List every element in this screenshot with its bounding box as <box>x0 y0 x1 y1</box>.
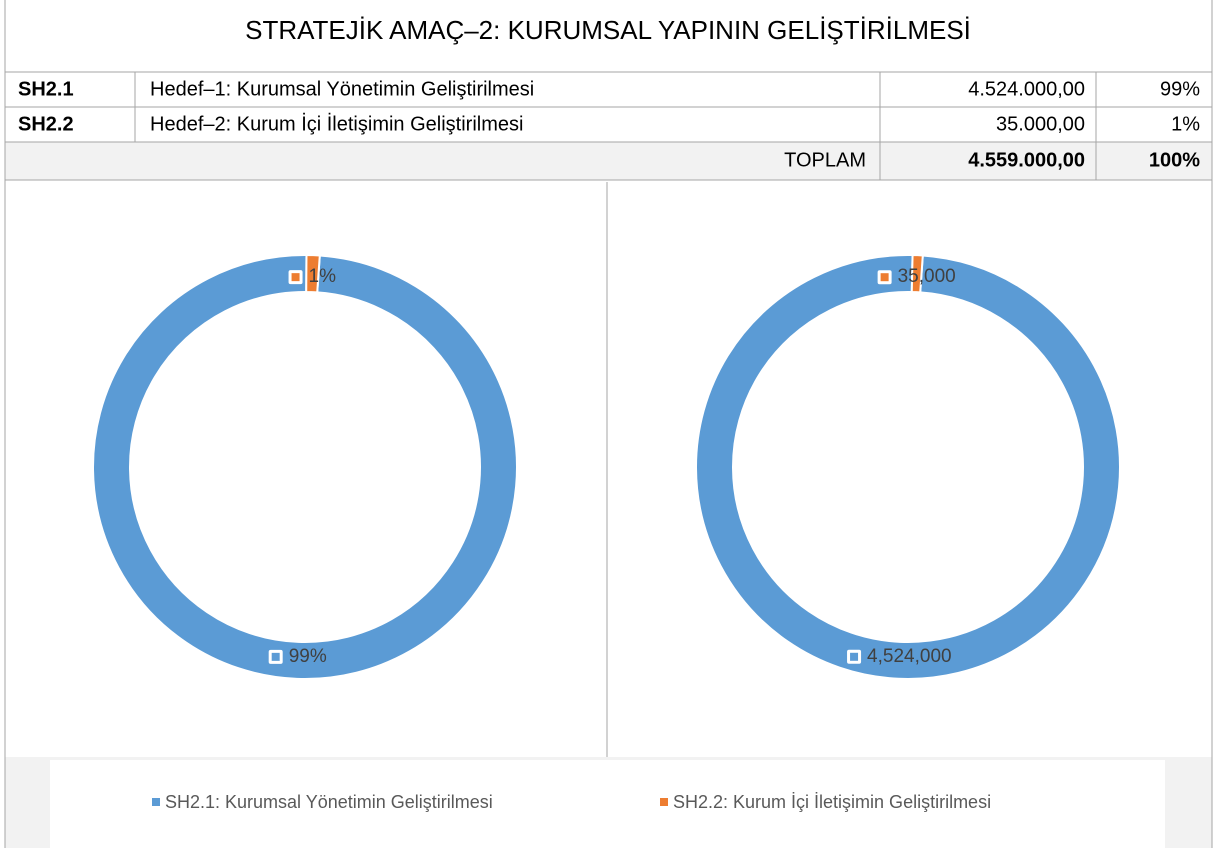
cell: SH2.1 <box>18 78 74 100</box>
cell: 35.000,00 <box>996 113 1085 135</box>
label-marker <box>850 652 859 661</box>
cell: 4.524.000,00 <box>968 78 1085 100</box>
cell: 99% <box>1160 78 1200 100</box>
cell: 4.559.000,00 <box>968 149 1085 171</box>
data-label: 1% <box>309 266 337 287</box>
donut-slice <box>305 253 321 294</box>
label-marker <box>880 273 889 282</box>
cell: TOPLAM <box>784 149 866 171</box>
legend-label: SH2.2: Kurum İçi İletişimin Geliştirilme… <box>673 792 991 812</box>
legend-swatch <box>660 798 668 806</box>
data-label: 4,524,000 <box>867 646 952 667</box>
cell: Hedef–1: Kurumsal Yönetimin Geliştirilme… <box>150 78 534 100</box>
label-marker <box>291 273 300 282</box>
data-label: 99% <box>289 646 327 667</box>
cell: 100% <box>1149 149 1200 171</box>
donut-slice <box>910 254 924 294</box>
legend-swatch <box>152 798 160 806</box>
legend-label: SH2.1: Kurumsal Yönetimin Geliştirilmesi <box>165 792 493 812</box>
label-marker <box>271 652 280 661</box>
legend-box <box>50 760 1165 848</box>
total-row-bg <box>5 142 1212 180</box>
cell: 1% <box>1171 113 1200 135</box>
data-label: 35,000 <box>898 266 956 287</box>
cell: SH2.2 <box>18 113 74 135</box>
title: STRATEJİK AMAÇ–2: KURUMSAL YAPININ GELİŞ… <box>245 15 971 45</box>
donut-slice <box>92 253 518 680</box>
donut-slice <box>695 254 1121 680</box>
cell: Hedef–2: Kurum İçi İletişimin Geliştiril… <box>150 112 523 135</box>
